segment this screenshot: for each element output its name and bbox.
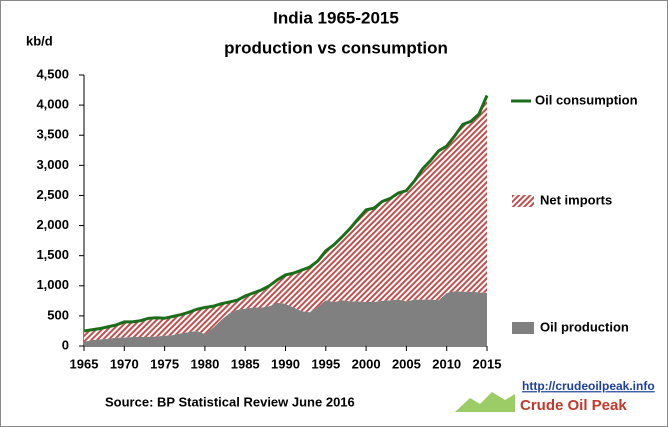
x-tick-label: 2010 (432, 356, 461, 371)
source: Source: BP Statistical Review June 2016 (105, 394, 355, 409)
legend-swatch (512, 195, 534, 207)
chart-title: India 1965-2015 (273, 8, 399, 27)
legend-label: Oil production (540, 319, 629, 334)
y-tick-label: 3,500 (36, 127, 69, 142)
x-tick-label: 1985 (231, 356, 260, 371)
y-tick-label: 1,500 (36, 247, 69, 262)
y-tick-label: 500 (47, 307, 69, 322)
consumption-line (83, 94, 489, 333)
logo: http://crudeoilpeak.info Crude Oil Peak (455, 379, 655, 414)
logo-name: Crude Oil Peak (520, 397, 627, 414)
legend-label: Oil consumption (535, 92, 638, 107)
y-tick-label: 2,000 (36, 217, 69, 232)
x-tick-label: 1970 (110, 356, 139, 371)
imports-area (84, 95, 487, 342)
y-tick-label: 0 (62, 337, 69, 352)
y-tick-label: 4,500 (36, 66, 69, 81)
x-tick-label: 2015 (473, 356, 502, 371)
logo-icon (455, 392, 515, 412)
logo-url: http://crudeoilpeak.info (522, 379, 655, 393)
legend-swatch (512, 322, 534, 334)
y-tick-label: 4,000 (36, 97, 69, 112)
x-tick-label: 1990 (271, 356, 300, 371)
x-tick-label: 1995 (311, 356, 340, 371)
x-tick-label: 1975 (150, 356, 179, 371)
chart-subtitle: production vs consumption (224, 38, 448, 57)
x-tick-label: 2000 (352, 356, 381, 371)
x-tick-label: 1980 (190, 356, 219, 371)
y-tick-label: 1,000 (36, 277, 69, 292)
production-area (84, 291, 487, 346)
legend-label: Net imports (540, 192, 612, 207)
y-tick-label: 2,500 (36, 187, 69, 202)
x-tick-label: 2005 (392, 356, 421, 371)
x-tick-label: 1965 (70, 356, 99, 371)
y-tick-label: 3,000 (36, 157, 69, 172)
y-axis-label: kb/d (26, 33, 53, 48)
